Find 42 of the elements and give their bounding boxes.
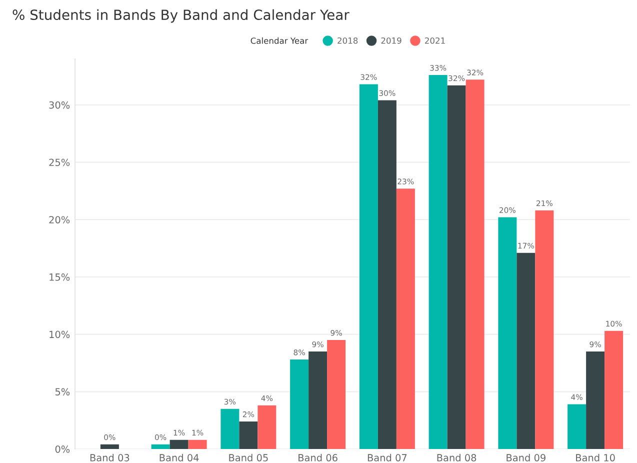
bar bbox=[100, 444, 119, 449]
x-tick-label: Band 03 bbox=[90, 454, 130, 462]
legend-label: 2018 bbox=[338, 37, 358, 44]
y-tick-label: 20% bbox=[49, 216, 70, 224]
bar bbox=[466, 80, 484, 449]
bar bbox=[516, 252, 536, 449]
bar bbox=[568, 404, 586, 449]
bar bbox=[170, 440, 188, 449]
bar bbox=[220, 408, 240, 449]
bar bbox=[498, 217, 517, 449]
y-tick-label: 0% bbox=[55, 445, 70, 453]
bar bbox=[396, 188, 415, 449]
x-tick-label: Band 10 bbox=[576, 454, 615, 462]
bar bbox=[378, 100, 396, 449]
x-tick-label: Band 07 bbox=[368, 454, 407, 462]
y-tick-label: 10% bbox=[50, 330, 70, 338]
bar bbox=[535, 210, 554, 449]
x-tick-label: Band 09 bbox=[506, 454, 546, 462]
x-tick-label: Band 06 bbox=[298, 454, 338, 462]
x-tick-label: Band 08 bbox=[437, 454, 476, 462]
bar bbox=[308, 352, 328, 449]
bar bbox=[151, 444, 170, 449]
legend-title: Calendar Year bbox=[250, 37, 308, 44]
legend-label: 2021 bbox=[425, 37, 445, 44]
y-tick-label: 5% bbox=[55, 388, 70, 396]
bar bbox=[188, 440, 207, 449]
bar bbox=[604, 330, 624, 449]
bar bbox=[447, 85, 466, 449]
y-tick-label: 25% bbox=[49, 158, 70, 166]
chart-title: % Students in Bands By Band and Calendar Year bbox=[12, 9, 350, 23]
y-tick-label: 30% bbox=[49, 101, 70, 109]
x-tick-label: Band 05 bbox=[229, 454, 268, 462]
bar bbox=[586, 352, 605, 449]
bar bbox=[327, 340, 346, 449]
bar bbox=[428, 75, 448, 449]
x-tick-label: Band 04 bbox=[160, 454, 199, 462]
bar bbox=[290, 360, 309, 449]
y-tick-label: 15% bbox=[50, 273, 70, 281]
bar bbox=[359, 84, 378, 449]
bar bbox=[258, 405, 276, 449]
legend-label: 2019 bbox=[381, 37, 402, 44]
bar bbox=[239, 421, 258, 449]
